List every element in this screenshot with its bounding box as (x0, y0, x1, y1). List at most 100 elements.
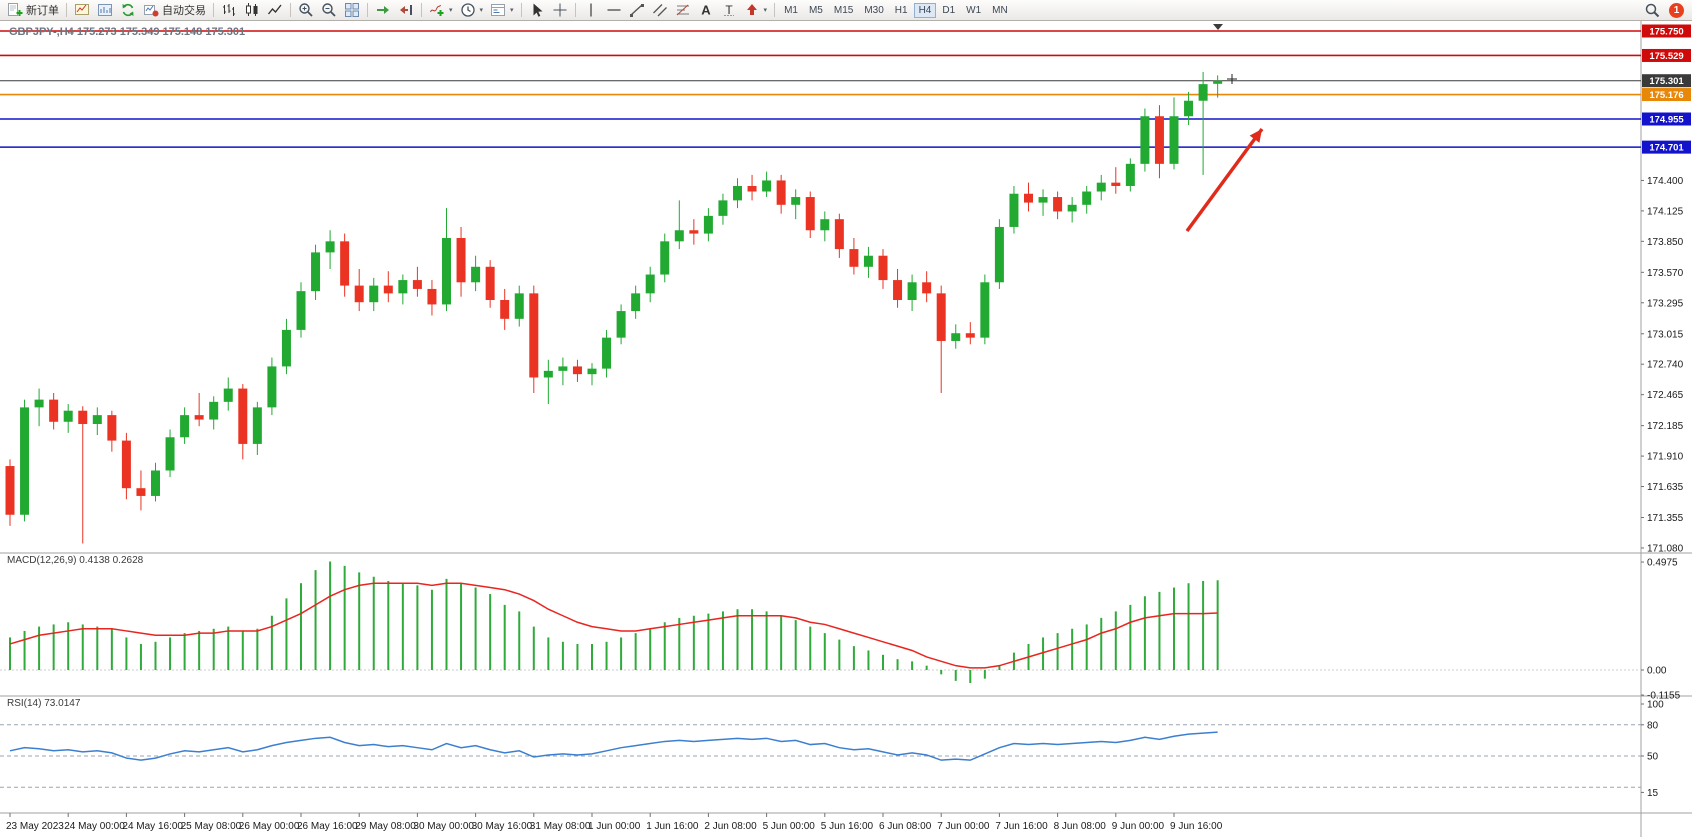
candle-body (674, 230, 684, 242)
candle-body (1082, 191, 1092, 205)
toolbar-separator (290, 3, 291, 17)
toolbar-separator (774, 3, 776, 17)
candle-body (980, 282, 990, 338)
candle-body (151, 470, 160, 496)
timeframe-mn-button[interactable]: MN (992, 4, 1008, 16)
candle-body (994, 226, 1004, 283)
time-axis-label: 24 May 16:00 (122, 821, 183, 832)
horizontal-line-icon (607, 9, 621, 11)
timeframe-d1-button[interactable]: D1 (942, 4, 956, 16)
cursor-button[interactable] (526, 1, 548, 20)
toolbar-separator (66, 3, 67, 17)
fibonacci-tool-button[interactable] (672, 1, 694, 20)
candle-body (514, 293, 524, 319)
timeframe-h1-button[interactable]: H1 (894, 4, 908, 16)
vertical-line-tool-button[interactable] (580, 1, 602, 20)
chart-shift-button[interactable] (395, 1, 417, 20)
candle-body (238, 388, 248, 444)
price-axis-label: 172.740 (1647, 360, 1684, 371)
periods-button[interactable]: ▾ (457, 1, 487, 20)
refresh-button[interactable] (117, 1, 139, 20)
line-chart-icon (267, 4, 282, 15)
chart-shift-marker[interactable] (1213, 24, 1223, 30)
horizontal-line-tool-button[interactable] (603, 1, 625, 20)
time-axis-label: 9 Jun 00:00 (1112, 821, 1165, 832)
search-button[interactable] (1641, 1, 1663, 20)
candle-body (325, 241, 335, 253)
candle-body (5, 466, 15, 515)
refresh-icon (122, 3, 134, 17)
chart-window: 174.400 174.125 173.850 173.570 173.295 173.0… (0, 21, 1692, 837)
candle-body (529, 293, 539, 378)
tile-windows-button[interactable] (341, 1, 363, 20)
bar-chart-icon (223, 4, 235, 16)
new-order-button[interactable]: 新订单 (4, 1, 62, 20)
candle-body (1154, 116, 1164, 164)
periods-clock-icon (460, 3, 475, 17)
candle-body (1213, 80, 1223, 84)
timeframe-m30-button[interactable]: M30 (864, 4, 884, 16)
search-icon (1645, 3, 1660, 18)
candle-body (20, 407, 30, 515)
text-label-tool-button[interactable]: T (718, 1, 740, 20)
price-axis-label: 172.185 (1647, 421, 1684, 432)
indicators-button[interactable]: ▾ (426, 1, 456, 20)
candle-body (281, 329, 291, 367)
trendline-tool-button[interactable] (626, 1, 648, 20)
candle-body (1184, 100, 1194, 117)
timeframe-w1-button[interactable]: W1 (966, 4, 982, 16)
candle-body (805, 197, 815, 231)
toolbar-separator (213, 3, 214, 17)
support-line-2-tag (1642, 140, 1691, 154)
candle-body (762, 180, 772, 192)
timeframe-h4-button[interactable]: H4 (913, 2, 937, 18)
macd-axis-label: 0.00 (1647, 666, 1667, 677)
price-axis-label: 173.015 (1647, 329, 1684, 340)
autotrading-button[interactable]: 自动交易 (140, 1, 209, 20)
notification-badge[interactable]: 1 (1669, 2, 1684, 18)
candle-body (1096, 182, 1106, 192)
toolbar-separator (367, 3, 368, 17)
bar-chart-button[interactable] (218, 1, 240, 20)
crosshair-icon (553, 3, 567, 17)
auto-scroll-button[interactable] (372, 1, 394, 20)
candle-body (121, 440, 131, 489)
bid-price-line-tag-label: 175.301 (1649, 76, 1684, 87)
line-chart-button[interactable] (264, 1, 286, 20)
zoom-in-button[interactable] (295, 1, 317, 20)
candlestick-chart-icon (246, 3, 258, 16)
orange-level-line-tag-label: 175.176 (1649, 90, 1683, 101)
time-axis-label: 2 Jun 08:00 (704, 821, 757, 832)
arrows-tool-button[interactable]: ▾ (741, 1, 771, 20)
chart-shift-icon (400, 5, 412, 15)
trend-arrow-head (1249, 129, 1262, 143)
new-chart-button[interactable] (71, 1, 93, 20)
candle-body (689, 230, 699, 234)
candlestick-chart-button[interactable] (241, 1, 263, 20)
trend-arrow[interactable] (1185, 127, 1264, 233)
rsi-axis-label: 50 (1647, 752, 1659, 763)
timeframe-m1-button[interactable]: M1 (784, 4, 798, 16)
channel-tool-button[interactable] (649, 1, 671, 20)
candle-body (936, 293, 946, 341)
profiles-button[interactable] (94, 1, 116, 20)
candle-body (602, 337, 612, 369)
toolbar-separator (421, 3, 422, 17)
templates-button[interactable]: ▾ (487, 1, 517, 20)
autotrading-label: 自动交易 (162, 5, 206, 17)
zoom-out-button[interactable] (318, 1, 340, 20)
candle-body (863, 255, 873, 267)
timeframe-m5-button[interactable]: M5 (808, 4, 823, 16)
fibonacci-icon (676, 4, 689, 16)
resistance-line-1-tag (1642, 24, 1691, 38)
timeframe-m15-button[interactable]: M15 (833, 4, 854, 16)
candle-body (369, 285, 379, 303)
crosshair-button[interactable] (549, 1, 571, 20)
rsi-line (9, 731, 1218, 761)
tile-windows-icon (345, 3, 359, 17)
chart-canvas[interactable]: 174.400 174.125 173.850 173.570 173.295 173.0… (0, 21, 1692, 837)
candle-body (252, 407, 262, 444)
profiles-icon (98, 4, 112, 16)
candle-body (1198, 84, 1208, 101)
text-tool-button[interactable]: A (695, 1, 717, 20)
